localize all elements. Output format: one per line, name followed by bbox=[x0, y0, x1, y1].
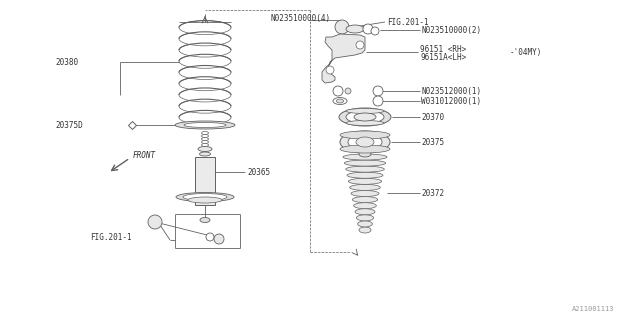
Ellipse shape bbox=[202, 143, 209, 147]
Ellipse shape bbox=[346, 108, 384, 114]
Ellipse shape bbox=[179, 99, 231, 113]
Ellipse shape bbox=[346, 121, 384, 125]
Ellipse shape bbox=[198, 147, 212, 151]
Ellipse shape bbox=[348, 134, 382, 150]
Ellipse shape bbox=[179, 77, 231, 91]
Ellipse shape bbox=[346, 166, 385, 172]
Circle shape bbox=[345, 88, 351, 94]
Ellipse shape bbox=[179, 20, 231, 35]
Ellipse shape bbox=[200, 152, 211, 156]
Ellipse shape bbox=[348, 178, 381, 184]
Text: N023510000(2): N023510000(2) bbox=[421, 26, 481, 35]
Text: 96151 <RH>: 96151 <RH> bbox=[420, 44, 467, 53]
Text: FIG.201-1: FIG.201-1 bbox=[90, 233, 132, 242]
Ellipse shape bbox=[202, 132, 209, 134]
Circle shape bbox=[371, 27, 379, 35]
Polygon shape bbox=[322, 34, 365, 83]
Text: A211001113: A211001113 bbox=[572, 306, 614, 312]
Ellipse shape bbox=[349, 184, 380, 190]
Ellipse shape bbox=[179, 43, 231, 57]
Circle shape bbox=[335, 20, 349, 34]
Text: -'04MY): -'04MY) bbox=[510, 47, 542, 57]
Circle shape bbox=[333, 86, 343, 96]
Bar bbox=[195, 157, 215, 205]
Circle shape bbox=[148, 215, 162, 229]
Text: N: N bbox=[376, 89, 380, 93]
Ellipse shape bbox=[356, 215, 374, 221]
Text: N023510000(4): N023510000(4) bbox=[270, 13, 330, 22]
Text: 20375: 20375 bbox=[421, 138, 444, 147]
Ellipse shape bbox=[179, 66, 231, 79]
Ellipse shape bbox=[202, 138, 209, 140]
Ellipse shape bbox=[202, 140, 209, 143]
Ellipse shape bbox=[346, 25, 364, 33]
Ellipse shape bbox=[359, 151, 371, 157]
Text: 20365: 20365 bbox=[247, 167, 270, 177]
Ellipse shape bbox=[356, 137, 374, 147]
Ellipse shape bbox=[179, 32, 231, 46]
Ellipse shape bbox=[344, 160, 386, 166]
Circle shape bbox=[373, 96, 383, 106]
Text: 96151A<LH>: 96151A<LH> bbox=[420, 52, 467, 61]
Ellipse shape bbox=[337, 99, 344, 103]
Ellipse shape bbox=[340, 131, 390, 153]
Text: FIG.201-1: FIG.201-1 bbox=[387, 18, 429, 27]
Text: N023512000(1): N023512000(1) bbox=[421, 86, 481, 95]
Text: FRONT: FRONT bbox=[133, 150, 156, 159]
Ellipse shape bbox=[346, 110, 384, 124]
Ellipse shape bbox=[179, 54, 231, 68]
Ellipse shape bbox=[200, 218, 210, 222]
Circle shape bbox=[363, 24, 373, 34]
Ellipse shape bbox=[351, 190, 379, 196]
Circle shape bbox=[206, 233, 214, 241]
Ellipse shape bbox=[354, 113, 376, 121]
Text: 20375D: 20375D bbox=[55, 121, 83, 130]
Text: 20372: 20372 bbox=[421, 188, 444, 197]
Ellipse shape bbox=[359, 227, 371, 233]
Circle shape bbox=[356, 41, 364, 49]
Ellipse shape bbox=[361, 148, 369, 153]
Ellipse shape bbox=[339, 108, 391, 126]
Circle shape bbox=[326, 66, 334, 74]
Ellipse shape bbox=[354, 203, 376, 209]
Ellipse shape bbox=[202, 134, 209, 138]
Text: 20380: 20380 bbox=[55, 58, 78, 67]
Ellipse shape bbox=[333, 98, 347, 105]
Text: 20370: 20370 bbox=[421, 113, 444, 122]
Ellipse shape bbox=[343, 154, 387, 160]
Ellipse shape bbox=[188, 197, 222, 203]
Circle shape bbox=[373, 86, 383, 96]
Ellipse shape bbox=[183, 194, 227, 201]
Ellipse shape bbox=[340, 145, 390, 153]
Ellipse shape bbox=[347, 172, 383, 178]
Ellipse shape bbox=[175, 121, 235, 129]
Ellipse shape bbox=[184, 123, 226, 127]
Ellipse shape bbox=[355, 209, 375, 215]
Text: W: W bbox=[376, 99, 380, 103]
Ellipse shape bbox=[176, 193, 234, 202]
Ellipse shape bbox=[358, 221, 372, 227]
Ellipse shape bbox=[340, 131, 390, 139]
Circle shape bbox=[214, 234, 224, 244]
Text: W031012000(1): W031012000(1) bbox=[421, 97, 481, 106]
Ellipse shape bbox=[179, 88, 231, 102]
Ellipse shape bbox=[179, 110, 231, 124]
Ellipse shape bbox=[353, 196, 378, 203]
